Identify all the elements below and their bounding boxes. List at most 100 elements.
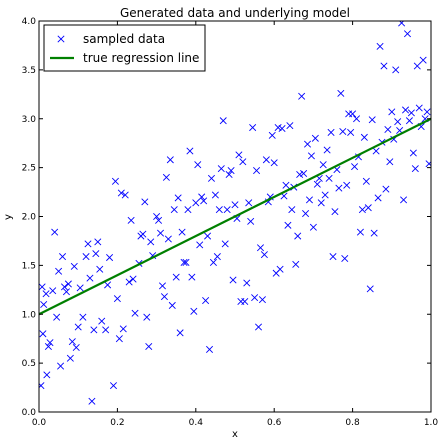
x-tick-label: 0.2: [110, 418, 124, 428]
data-point: [388, 108, 396, 116]
data-point: [323, 146, 331, 154]
data-point: [419, 56, 427, 64]
data-point: [49, 287, 57, 295]
data-point: [321, 191, 329, 199]
data-point: [104, 281, 112, 289]
data-point: [415, 104, 423, 112]
data-point: [423, 108, 431, 116]
data-point: [258, 296, 266, 304]
data-point: [288, 206, 296, 214]
data-point: [196, 241, 204, 249]
y-tick-label: 2.5: [22, 164, 36, 174]
data-point: [239, 158, 247, 166]
data-point: [221, 240, 229, 248]
data-point: [251, 294, 259, 302]
data-point: [79, 313, 87, 321]
data-point: [402, 106, 410, 114]
data-point: [168, 301, 176, 309]
data-point: [200, 197, 208, 205]
data-point: [351, 163, 359, 171]
data-point: [74, 323, 82, 331]
data-point: [235, 151, 243, 159]
legend-box: [43, 24, 206, 72]
data-point: [356, 228, 364, 236]
data-point: [174, 194, 182, 202]
data-point: [270, 159, 278, 167]
data-point: [409, 149, 417, 157]
data-point: [307, 152, 315, 160]
data-point: [294, 232, 302, 240]
data-point: [327, 128, 335, 136]
data-point: [249, 124, 257, 132]
data-point: [380, 62, 388, 70]
data-point: [39, 330, 47, 338]
data-point: [384, 125, 392, 134]
data-point: [160, 293, 168, 301]
ticks-layer: 0.0 0.2 0.4 0.6 0.8 1.0 0.0 0.5 1.0 1.5 2.0 2.5 3.0 3…: [22, 17, 439, 428]
data-point: [106, 254, 114, 262]
data-point: [225, 170, 233, 178]
data-point: [172, 273, 180, 281]
data-point: [92, 250, 100, 258]
data-point: [386, 158, 394, 166]
data-point: [286, 122, 294, 130]
data-point: [256, 244, 264, 252]
data-point: [255, 323, 263, 331]
data-point: [215, 206, 223, 214]
data-point: [309, 223, 317, 231]
data-point: [223, 206, 231, 214]
data-point: [51, 228, 59, 236]
data-point: [59, 253, 67, 261]
data-point: [305, 196, 313, 204]
data-point: [317, 199, 325, 207]
data-point: [282, 181, 290, 189]
data-point: [300, 169, 308, 178]
data-point: [343, 181, 351, 189]
data-point: [143, 313, 151, 321]
data-point: [337, 89, 345, 97]
data-point: [125, 278, 133, 286]
data-point: [113, 295, 121, 303]
data-point: [162, 173, 170, 181]
data-point: [400, 196, 408, 204]
data-point: [347, 128, 355, 136]
data-point: [405, 117, 413, 125]
data-point: [62, 288, 70, 296]
y-tick-label: 3.5: [22, 66, 36, 76]
data-point: [40, 300, 48, 308]
data-point: [245, 199, 253, 207]
data-point: [304, 140, 312, 148]
data-point: [46, 339, 54, 347]
data-point: [166, 156, 174, 164]
data-point: [68, 338, 76, 346]
data-point: [394, 118, 402, 126]
regression-line-layer: [38, 117, 432, 316]
data-point: [403, 30, 411, 38]
data-point: [231, 201, 239, 209]
data-point: [44, 342, 52, 351]
data-point: [55, 267, 63, 275]
data-point: [353, 115, 361, 123]
legend-marker-sampled-data: [57, 35, 65, 43]
data-point: [284, 221, 292, 229]
data-point: [209, 258, 217, 266]
chart-title: Generated data and underlying model: [120, 6, 350, 20]
x-tick-label: 0.4: [189, 418, 204, 428]
y-tick-label: 2.0: [22, 213, 37, 223]
data-point: [117, 189, 125, 197]
data-point: [53, 313, 61, 321]
data-point: [370, 229, 378, 237]
data-point: [158, 282, 166, 290]
y-tick-label: 1.5: [22, 261, 36, 271]
data-point: [227, 167, 235, 175]
data-point: [372, 147, 380, 155]
y-tick-label: 1.0: [22, 310, 37, 320]
y-tick-label: 0.0: [22, 408, 37, 418]
data-point: [72, 343, 80, 352]
data-point: [43, 371, 51, 379]
data-point: [98, 317, 106, 325]
data-point: [164, 235, 172, 243]
data-point: [147, 238, 155, 246]
data-point: [39, 382, 45, 390]
